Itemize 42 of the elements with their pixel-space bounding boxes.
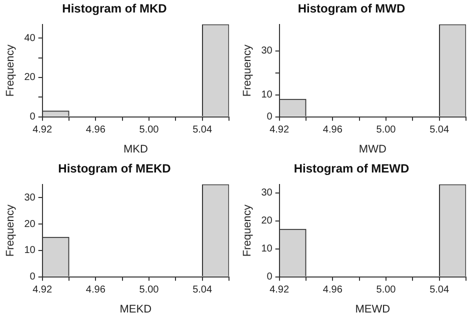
y-tick-label: 0 — [266, 112, 273, 123]
y-tick-label: 10 — [24, 245, 36, 256]
y-axis-title: Frequency — [4, 44, 17, 97]
chart-title: Histogram of MKD — [62, 2, 168, 16]
y-tick-label: 30 — [261, 188, 273, 199]
y-tick-label: 10 — [261, 244, 273, 255]
chart-title: Histogram of MEWD — [294, 162, 410, 176]
y-tick-label: 20 — [261, 216, 273, 227]
x-tick-label: 5.04 — [430, 284, 450, 296]
y-tick-label: 0 — [30, 272, 36, 283]
x-axis-title: MKD — [123, 143, 148, 156]
y-axis-title: Frequency — [242, 204, 254, 257]
y-tick-label: 40 — [24, 32, 36, 44]
x-tick-label: 4.96 — [322, 124, 343, 136]
x-axis-title: MWD — [358, 143, 386, 156]
chart-title: Histogram of MEKD — [58, 162, 172, 176]
x-tick-label: 5.04 — [192, 124, 212, 136]
chart-title: Histogram of MWD — [298, 2, 406, 16]
x-tick-label: 4.92 — [270, 124, 290, 136]
x-tick-label: 5.04 — [192, 284, 212, 296]
y-tick-label: 10 — [261, 90, 273, 101]
text: 5.00 — [139, 124, 159, 136]
x-axis-title: MEKD — [120, 303, 152, 316]
y-axis-title: Frequency — [4, 204, 17, 257]
y-tick-label: 30 — [24, 192, 36, 204]
y-tick-label: 0 — [30, 112, 36, 123]
text: 5.00 — [139, 284, 159, 296]
x-axis-title: MEWD — [355, 303, 390, 316]
x-tick-label: 5.04 — [430, 124, 450, 136]
y-tick-label: 20 — [24, 72, 36, 84]
y-axis-title: Frequency — [242, 44, 254, 97]
x-tick-label: 4.92 — [32, 284, 52, 296]
x-tick-label: 4.96 — [322, 284, 343, 296]
y-tick-label: 30 — [261, 46, 273, 57]
y-tick-label: 20 — [24, 218, 36, 230]
text: 5.00 — [376, 124, 396, 136]
x-tick-label: 4.96 — [86, 124, 106, 136]
x-tick-label: 4.92 — [32, 124, 52, 136]
y-tick-label: 0 — [266, 272, 273, 283]
x-tick-label: 4.92 — [270, 284, 290, 296]
x-tick-label: 4.96 — [86, 284, 106, 296]
text: 5.00 — [376, 284, 396, 296]
